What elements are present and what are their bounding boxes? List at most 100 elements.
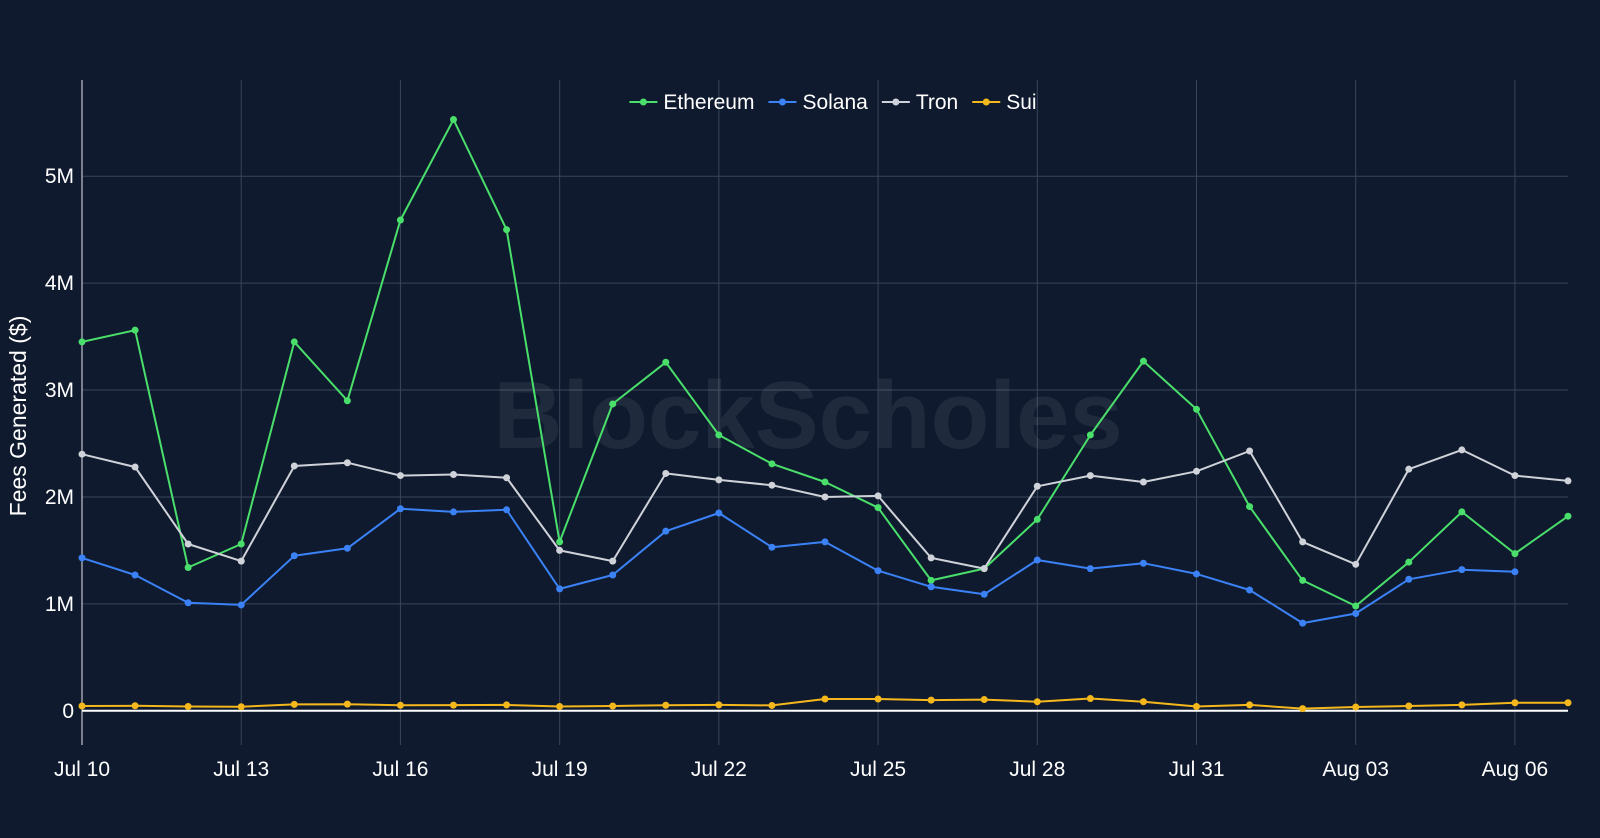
data-point-ethereum[interactable]	[662, 358, 670, 366]
data-point-solana[interactable]	[609, 571, 617, 579]
data-point-sui[interactable]	[1033, 698, 1041, 706]
data-point-ethereum[interactable]	[1033, 515, 1041, 523]
data-point-sui[interactable]	[1139, 698, 1147, 706]
data-point-sui[interactable]	[874, 695, 882, 703]
data-point-sui[interactable]	[980, 696, 988, 704]
data-point-sui[interactable]	[184, 703, 192, 711]
data-point-ethereum[interactable]	[821, 478, 829, 486]
data-point-sui[interactable]	[1352, 703, 1360, 711]
data-point-ethereum[interactable]	[237, 540, 245, 548]
data-point-ethereum[interactable]	[1246, 503, 1254, 511]
data-point-ethereum[interactable]	[450, 116, 457, 124]
data-point-tron[interactable]	[556, 546, 564, 554]
data-point-solana[interactable]	[662, 527, 670, 535]
data-point-tron[interactable]	[927, 554, 935, 562]
data-point-sui[interactable]	[1086, 694, 1094, 702]
data-point-tron[interactable]	[1193, 467, 1200, 475]
data-point-solana[interactable]	[556, 585, 564, 593]
data-point-tron[interactable]	[1352, 560, 1360, 568]
data-point-tron[interactable]	[1033, 482, 1041, 490]
data-point-ethereum[interactable]	[396, 216, 404, 224]
data-point-ethereum[interactable]	[1352, 602, 1360, 610]
data-point-sui[interactable]	[715, 701, 723, 709]
data-point-tron[interactable]	[184, 540, 192, 548]
data-point-ethereum[interactable]	[184, 564, 192, 572]
data-point-sui[interactable]	[821, 695, 829, 703]
data-point-sui[interactable]	[662, 701, 670, 709]
data-point-ethereum[interactable]	[609, 400, 617, 408]
data-point-ethereum[interactable]	[1086, 431, 1094, 439]
data-point-solana[interactable]	[450, 508, 457, 516]
data-point-ethereum[interactable]	[131, 326, 139, 334]
data-point-solana[interactable]	[503, 506, 511, 514]
data-point-solana[interactable]	[1405, 575, 1413, 583]
legend-item-ethereum[interactable]: Ethereum	[629, 91, 754, 114]
data-point-sui[interactable]	[1193, 703, 1200, 711]
data-point-sui[interactable]	[290, 700, 298, 708]
legend-item-sui[interactable]: Sui	[972, 91, 1037, 114]
data-point-tron[interactable]	[1246, 447, 1254, 455]
data-point-solana[interactable]	[1511, 568, 1519, 576]
data-point-ethereum[interactable]	[1511, 550, 1519, 558]
data-point-tron[interactable]	[131, 463, 139, 471]
data-point-ethereum[interactable]	[1193, 405, 1200, 413]
data-point-tron[interactable]	[662, 469, 670, 477]
data-point-ethereum[interactable]	[503, 226, 511, 234]
data-point-solana[interactable]	[927, 583, 935, 591]
data-point-solana[interactable]	[1193, 570, 1200, 578]
data-point-tron[interactable]	[1564, 477, 1572, 485]
data-point-tron[interactable]	[980, 565, 988, 573]
data-point-sui[interactable]	[131, 702, 139, 710]
data-point-tron[interactable]	[768, 481, 776, 489]
data-point-solana[interactable]	[1352, 609, 1360, 617]
data-point-tron[interactable]	[1458, 446, 1466, 454]
data-point-sui[interactable]	[609, 702, 617, 710]
legend-item-tron[interactable]: Tron	[881, 91, 958, 114]
data-point-sui[interactable]	[503, 701, 511, 709]
data-point-solana[interactable]	[237, 601, 245, 609]
data-point-sui[interactable]	[78, 702, 86, 710]
data-point-solana[interactable]	[1139, 559, 1147, 567]
data-point-tron[interactable]	[290, 462, 298, 470]
data-point-sui[interactable]	[343, 700, 351, 708]
data-point-tron[interactable]	[874, 492, 882, 500]
data-point-tron[interactable]	[1299, 538, 1307, 546]
data-point-tron[interactable]	[1086, 472, 1094, 480]
data-point-tron[interactable]	[1139, 478, 1147, 486]
data-point-tron[interactable]	[450, 471, 457, 479]
data-point-tron[interactable]	[396, 472, 404, 480]
data-point-solana[interactable]	[1086, 565, 1094, 573]
data-point-solana[interactable]	[131, 571, 139, 579]
data-point-ethereum[interactable]	[290, 338, 298, 346]
data-point-sui[interactable]	[1458, 701, 1466, 709]
data-point-ethereum[interactable]	[78, 338, 86, 346]
data-point-sui[interactable]	[1405, 702, 1413, 710]
data-point-tron[interactable]	[503, 474, 511, 482]
data-point-sui[interactable]	[768, 701, 776, 709]
data-point-solana[interactable]	[1246, 586, 1254, 594]
data-point-ethereum[interactable]	[874, 504, 882, 512]
data-point-sui[interactable]	[556, 703, 564, 711]
data-point-solana[interactable]	[874, 567, 882, 575]
data-point-tron[interactable]	[609, 557, 617, 565]
data-point-solana[interactable]	[821, 538, 829, 546]
data-point-sui[interactable]	[1564, 699, 1572, 707]
data-point-sui[interactable]	[1511, 699, 1519, 707]
data-point-solana[interactable]	[1458, 566, 1466, 574]
data-point-tron[interactable]	[343, 459, 351, 467]
data-point-ethereum[interactable]	[768, 460, 776, 468]
data-point-tron[interactable]	[821, 493, 829, 501]
data-point-ethereum[interactable]	[343, 397, 351, 405]
data-point-ethereum[interactable]	[556, 538, 564, 546]
data-point-ethereum[interactable]	[927, 576, 935, 584]
data-point-solana[interactable]	[768, 543, 776, 551]
data-point-solana[interactable]	[1299, 619, 1307, 627]
data-point-tron[interactable]	[1405, 465, 1413, 473]
data-point-ethereum[interactable]	[1139, 357, 1147, 365]
data-point-ethereum[interactable]	[1458, 508, 1466, 516]
data-point-solana[interactable]	[715, 509, 723, 517]
data-point-ethereum[interactable]	[1564, 512, 1572, 520]
data-point-sui[interactable]	[1246, 701, 1254, 709]
data-point-solana[interactable]	[980, 590, 988, 598]
data-point-solana[interactable]	[343, 544, 351, 552]
